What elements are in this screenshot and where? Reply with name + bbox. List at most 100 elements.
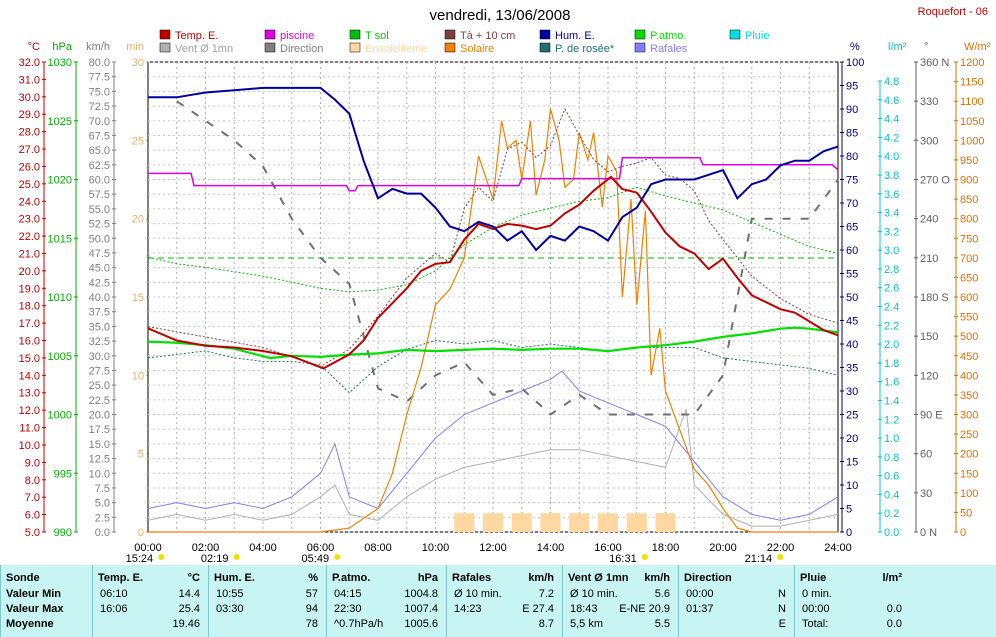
axis-unit-wind: km/h [86,41,110,53]
tick-dir: 210 [920,253,938,265]
tick-dir: 270 O [920,175,950,187]
tick-temp: 9.0 [25,457,40,469]
tick-wind: 57.5 [89,189,110,201]
sunshine-bar [569,513,590,532]
tick-temp: 22.0 [19,231,40,243]
legend-label: Tà + 10 cm [460,30,515,42]
summary-cell: l/m² [882,572,902,584]
tick-wind: 30.0 [89,351,110,363]
legend-label: T sol [365,30,389,42]
tick-solar: 1050 [960,116,984,128]
tick-rain: 0.2 [884,508,899,520]
tick-hum: 0 [846,527,852,539]
summary-cell: Total: [802,618,829,630]
axis-unit-temp: °C [28,41,40,53]
legend-swatch [349,42,361,53]
tick-wind: 10.0 [89,468,110,480]
summary-cell: 22:30 [334,603,362,615]
axis-unit-sun: min [126,41,144,53]
tick-wind: 20.0 [89,410,110,422]
tick-hum: 90 [846,104,858,116]
tick-solar: 50 [960,507,972,519]
tick-rain: 3.0 [884,245,899,257]
legend-label: Rafales [650,43,688,55]
tick-temp: 25.0 [19,179,40,191]
tick-wind: 45.0 [89,263,110,275]
sunshine-bar [483,513,503,532]
tick-wind: 67.5 [89,130,110,142]
tick-solar: 900 [960,175,978,187]
tick-dir: 300 [920,135,938,147]
summary-cell: 01:37 [686,603,714,615]
time-label: 20:00 [709,542,737,554]
station-name: Roquefort - 06 [918,6,988,18]
tick-temp: 24.0 [19,196,40,208]
tick-wind: 80.0 [89,57,110,69]
tick-rain: 4.8 [884,76,899,88]
summary-cell: N [778,588,786,600]
tick-wind: 17.5 [89,424,110,436]
time-label: 14:00 [537,542,565,554]
tick-hum: 25 [846,410,858,422]
tick-wind: 77.5 [89,72,110,84]
legend-swatch [349,29,361,40]
axis-unit-dir: ° [924,41,928,53]
summary-cell: 0.0 [886,603,902,615]
tick-wind: 62.5 [89,160,110,172]
axis-unit-hum: % [850,41,860,53]
tick-sun: 10 [132,370,144,382]
tick-temp: 21.0 [19,248,40,260]
tick-wind: 52.5 [89,219,110,231]
summary-cell: 16:06 [100,603,128,615]
tick-hum: 30 [846,386,858,398]
tick-temp: 5.0 [25,527,40,539]
tick-hum: 65 [846,222,858,234]
tick-rain: 0.4 [884,489,899,501]
tick-temp: 26.0 [19,161,40,173]
series-lines [147,86,839,533]
tick-rain: 2.6 [884,283,899,295]
tick-solar: 650 [960,272,978,284]
tick-wind: 32.5 [89,336,110,348]
legend-label: Solaire [460,43,494,55]
tick-hum: 100 [846,57,864,69]
tick-rain: 4.6 [884,95,899,107]
event-markers: 15:24 02:19 05:49 16:31 21:14 [126,553,784,565]
summary-cell: Valeur Max [6,603,64,615]
event-label: 16:31 [609,553,637,565]
tick-dir: 330 [920,96,938,108]
tick-solar: 350 [960,390,978,402]
series-p-atmo- [147,326,839,360]
tick-solar: 200 [960,449,978,461]
summary-cell: Ø 10 min. [454,588,502,600]
summary-cell: Pluie [800,572,827,584]
series-t-sol [147,186,839,293]
legend-swatch [539,42,551,53]
tick-dir: 240 [920,214,938,226]
sun-event-icon [233,554,240,560]
tick-hum: 60 [846,245,858,257]
tick-temp: 23.0 [19,214,40,226]
summary-cell: E-NE 20.9 [619,603,670,615]
summary-cell: 18:43 [570,603,598,615]
tick-wind: 25.0 [89,380,110,392]
summary-cell: 00:00 [802,603,830,615]
time-label: 06:00 [307,542,335,554]
sunshine-bar [598,513,618,532]
tick-temp: 20.0 [19,266,40,278]
tick-temp: 32.0 [19,57,40,69]
tick-rain: 3.6 [884,189,899,201]
summary-cell: 8.7 [538,618,554,630]
tick-solar: 450 [960,351,978,363]
tick-sun: 15 [132,292,144,304]
tick-sun: 0 [138,527,144,539]
tick-solar: 500 [960,331,978,343]
summary-cell: ^0.7hPa/h [334,618,384,630]
tick-solar: 1100 [960,96,984,108]
summary-cell: 1005.6 [404,618,438,630]
tick-hum: 80 [846,151,858,163]
summary-cell: Valeur Min [6,588,62,600]
tick-temp: 31.0 [19,74,40,86]
tick-press: 1020 [48,175,72,187]
summary-cell: P.atmo. [332,572,371,584]
